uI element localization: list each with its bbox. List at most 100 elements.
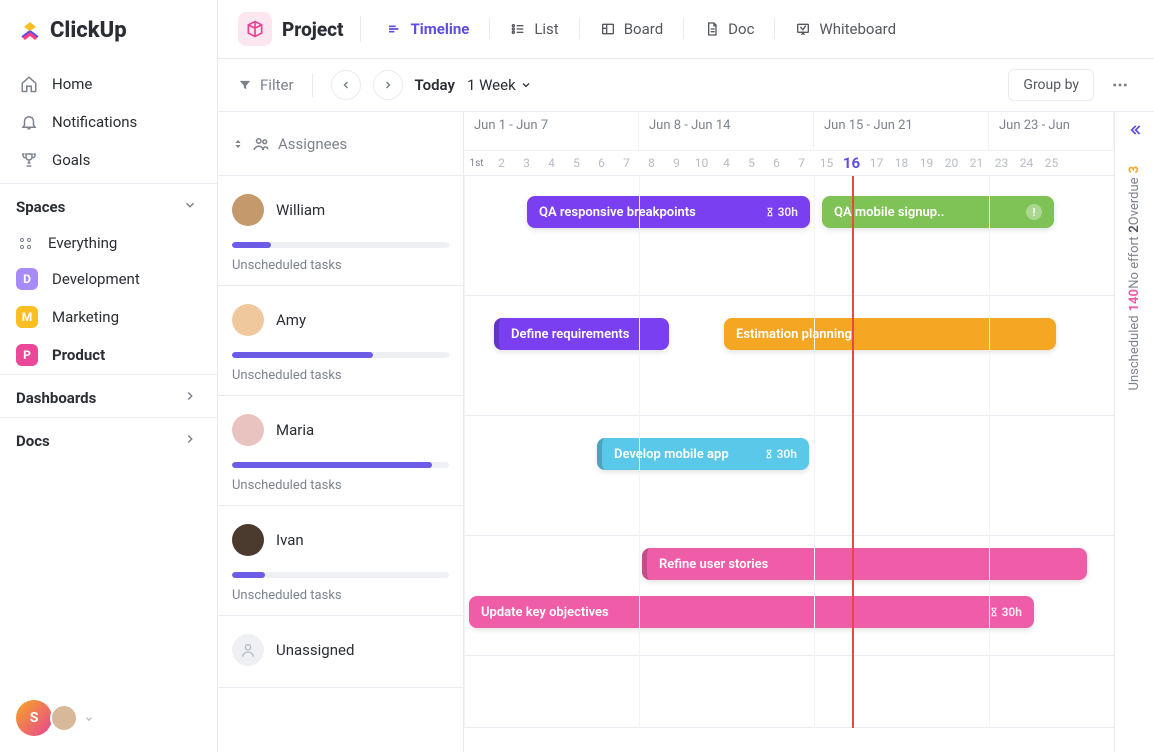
- task-hours: 30h: [764, 447, 797, 461]
- assignee-row[interactable]: Unassigned: [218, 616, 463, 688]
- view-list[interactable]: List: [500, 14, 568, 44]
- unscheduled-link[interactable]: Unscheduled tasks: [232, 478, 449, 493]
- day-label: 18: [889, 156, 914, 170]
- day-label: 6: [764, 156, 789, 170]
- user-avatar[interactable]: S: [16, 700, 52, 736]
- toolbar: Filter Today 1 Week Group by: [218, 59, 1154, 112]
- task-bar[interactable]: Define requirements: [494, 318, 669, 350]
- sort-icon: [232, 137, 244, 151]
- unscheduled-link[interactable]: Unscheduled tasks: [232, 368, 449, 383]
- day-label: 7: [789, 156, 814, 170]
- assignee-row[interactable]: AmyUnscheduled tasks: [218, 286, 463, 396]
- day-label: 1st: [464, 158, 489, 169]
- secondary-avatar[interactable]: [50, 704, 78, 732]
- project-title[interactable]: Project: [238, 12, 344, 46]
- filter-button[interactable]: Filter: [238, 76, 294, 94]
- unassigned-icon: [232, 634, 264, 666]
- more-button[interactable]: [1106, 71, 1134, 99]
- task-bar[interactable]: Estimation planning: [724, 318, 1056, 350]
- chart-row: Define requirements Estimation planning: [464, 296, 1114, 416]
- assignee-header[interactable]: Assignees: [218, 112, 463, 176]
- day-label: 19: [914, 156, 939, 170]
- chevron-right-icon: [183, 389, 197, 407]
- chevron-down-icon[interactable]: [84, 709, 94, 728]
- strip-no-effort[interactable]: No effort2: [1127, 225, 1142, 289]
- day-label: 4: [714, 156, 739, 170]
- week-label: Jun 23 - Jun: [989, 112, 1114, 150]
- sidebar-space-marketing[interactable]: MMarketing: [0, 298, 217, 336]
- sidebar-item-everything[interactable]: Everything: [0, 226, 217, 260]
- avatar: [232, 194, 264, 226]
- avatar: [232, 524, 264, 556]
- strip-unscheduled[interactable]: Unscheduled140: [1127, 289, 1142, 390]
- day-label: 25: [1039, 156, 1064, 170]
- chevron-down-icon: [183, 198, 197, 216]
- spaces-header[interactable]: Spaces: [0, 183, 217, 226]
- day-label: 5: [564, 156, 589, 170]
- day-label: 6: [589, 156, 614, 170]
- week-label: Jun 8 - Jun 14: [639, 112, 814, 150]
- unscheduled-link[interactable]: Unscheduled tasks: [232, 588, 449, 603]
- day-label: 3: [514, 156, 539, 170]
- range-dropdown[interactable]: 1 Week: [467, 76, 532, 94]
- assignee-row[interactable]: WilliamUnscheduled tasks: [218, 176, 463, 286]
- brand-name: ClickUp: [50, 18, 127, 43]
- sidebar: ClickUp Home Notifications Goals Spaces …: [0, 0, 218, 752]
- avatar: [232, 304, 264, 336]
- view-doc[interactable]: Doc: [694, 14, 764, 44]
- today-marker: [852, 176, 854, 728]
- board-icon: [600, 21, 616, 37]
- alert-icon: !: [1026, 204, 1042, 220]
- nav-label: Goals: [52, 151, 90, 169]
- task-bar[interactable]: Refine user stories: [642, 548, 1087, 580]
- task-bar[interactable]: Update key objectives30h: [469, 596, 1034, 628]
- bell-icon: [20, 113, 38, 131]
- task-bar[interactable]: QA responsive breakpoints30h: [527, 196, 810, 228]
- people-icon: [252, 135, 270, 153]
- docs-header[interactable]: Docs: [0, 417, 217, 460]
- project-icon: [238, 12, 272, 46]
- assignee-row[interactable]: IvanUnscheduled tasks: [218, 506, 463, 616]
- nav-goals[interactable]: Goals: [0, 141, 217, 179]
- nav-notifications[interactable]: Notifications: [0, 103, 217, 141]
- unscheduled-link[interactable]: Unscheduled tasks: [232, 258, 449, 273]
- strip-overdue[interactable]: Overdue3: [1127, 166, 1142, 225]
- day-label: 5: [739, 156, 764, 170]
- view-timeline[interactable]: Timeline: [377, 14, 480, 44]
- view-whiteboard[interactable]: Whiteboard: [785, 14, 906, 44]
- day-label: 20: [939, 156, 964, 170]
- day-label: 10: [689, 156, 714, 170]
- avatar: [232, 414, 264, 446]
- filter-icon: [238, 78, 252, 92]
- task-hours: 30h: [765, 205, 798, 219]
- brand-logo[interactable]: ClickUp: [0, 0, 217, 61]
- prev-button[interactable]: [331, 70, 361, 100]
- today-button[interactable]: Today: [415, 76, 455, 94]
- sidebar-footer: S: [0, 684, 217, 752]
- day-label: 24: [1014, 156, 1039, 170]
- day-label: 9: [664, 156, 689, 170]
- task-bar[interactable]: QA mobile signup..!: [822, 196, 1054, 228]
- nav-home[interactable]: Home: [0, 65, 217, 103]
- chart-row: QA responsive breakpoints30h QA mobile si…: [464, 176, 1114, 296]
- day-label: 4: [539, 156, 564, 170]
- home-icon: [20, 75, 38, 93]
- assignee-row[interactable]: MariaUnscheduled tasks: [218, 396, 463, 506]
- task-bar[interactable]: Develop mobile app30h: [597, 438, 809, 470]
- workload-bar: [232, 352, 449, 358]
- sidebar-space-product[interactable]: PProduct: [0, 336, 217, 374]
- timeline-chart[interactable]: Jun 1 - Jun 7Jun 8 - Jun 14Jun 15 - Jun …: [464, 112, 1114, 752]
- sidebar-space-development[interactable]: DDevelopment: [0, 260, 217, 298]
- trophy-icon: [20, 151, 38, 169]
- week-label: Jun 1 - Jun 7: [464, 112, 639, 150]
- main-area: Project Timeline List Board Doc Whiteboard F…: [218, 0, 1154, 752]
- dashboards-header[interactable]: Dashboards: [0, 374, 217, 417]
- next-button[interactable]: [373, 70, 403, 100]
- collapse-icon[interactable]: [1127, 122, 1143, 142]
- day-label: 7: [614, 156, 639, 170]
- right-panel: Overdue3No effort2Unscheduled140: [1114, 112, 1154, 752]
- space-badge: D: [16, 268, 38, 290]
- group-by-button[interactable]: Group by: [1008, 69, 1094, 101]
- chart-row: Develop mobile app30h: [464, 416, 1114, 536]
- view-board[interactable]: Board: [590, 14, 673, 44]
